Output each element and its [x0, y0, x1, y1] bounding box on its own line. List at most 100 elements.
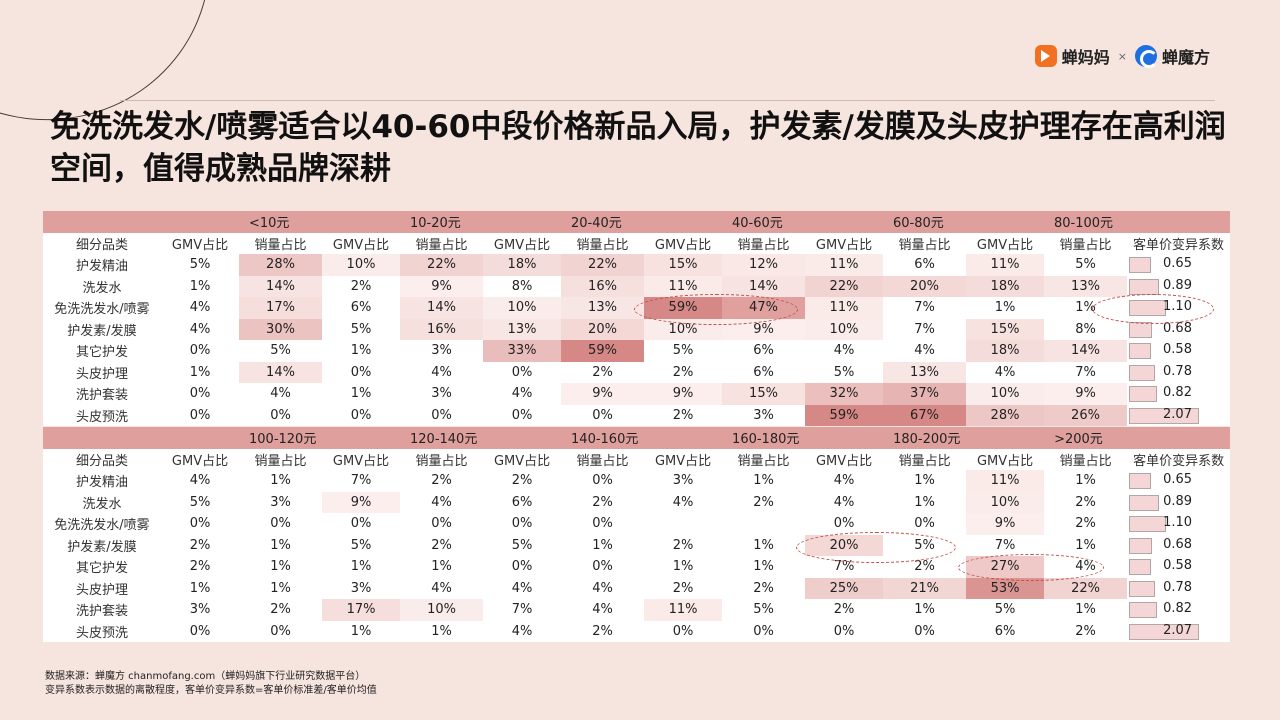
sales-share-cell: 14% [400, 297, 483, 319]
sales-share-cell: 1% [239, 556, 323, 578]
cv-bar [1129, 473, 1152, 489]
price-range-label: 180-200元 [805, 427, 967, 449]
sales-share-cell: 2% [400, 534, 484, 556]
sales-share-cell: 22% [400, 254, 483, 276]
cv-bar [1129, 300, 1167, 316]
range-cv-cell [1127, 211, 1231, 233]
sales-share-header: 销量占比 [400, 448, 484, 470]
sales-share-cell: 20% [883, 275, 966, 297]
cv-bar [1129, 343, 1152, 359]
price-range-label: 20-40元 [483, 211, 644, 233]
sales-share-cell: 16% [400, 318, 483, 340]
gmv-share-cell: 0% [483, 361, 561, 383]
sales-share-cell: 26% [1044, 404, 1128, 426]
gmv-share-cell: 1% [322, 340, 400, 362]
sales-share-cell: 3% [400, 340, 483, 362]
cv-cell: 2.07 [1127, 404, 1231, 426]
table-row: 洗发水 1% 14% 2% 9% 8% 16% 11% 14% 22% 20% 18% 13% 0.89 [43, 275, 1231, 297]
sales-share-header: 销量占比 [561, 448, 645, 470]
gmv-share-cell: 3% [644, 470, 723, 492]
category-name: 其它护发 [43, 556, 161, 578]
gmv-share-cell: 1% [322, 556, 401, 578]
cv-bar [1129, 364, 1156, 381]
sales-share-cell: 47% [722, 297, 805, 319]
gmv-share-header: GMV占比 [644, 232, 722, 254]
gmv-share-cell: 4% [161, 318, 239, 340]
sales-share-cell: 2% [239, 599, 323, 621]
gmv-share-header: GMV占比 [966, 232, 1044, 254]
sales-share-cell: 1% [883, 470, 967, 492]
gmv-share-cell: 4% [483, 577, 562, 599]
table-row: 护发素/发膜 2% 1% 5% 2% 5% 1% 2% 1% 20% 5% 7% 1% 0.68 [43, 534, 1231, 556]
sales-share-cell [722, 513, 806, 535]
table-row: 头皮预洗 0% 0% 1% 1% 4% 2% 0% 0% 0% 0% 6% 2% 2.07 [43, 620, 1231, 642]
gmv-share-header: GMV占比 [322, 448, 401, 470]
sales-share-cell: 1% [1044, 297, 1128, 319]
sales-share-cell: 14% [239, 361, 322, 383]
gmv-share-cell: 0% [322, 404, 400, 426]
gmv-share-cell: 3% [161, 599, 239, 621]
sales-share-cell: 22% [1044, 577, 1128, 599]
cv-bar [1129, 386, 1157, 402]
sales-share-cell: 12% [722, 254, 805, 276]
footer-cv-note: 变异系数表示数据的离散程度，客单价变异系数=客单价标准差/客单价均值 [45, 685, 377, 696]
gmv-share-header: GMV占比 [483, 448, 562, 470]
gmv-share-cell: 5% [161, 491, 239, 513]
sales-share-cell: 0% [722, 620, 806, 642]
gmv-share-cell: 10% [483, 297, 561, 319]
sales-share-header: 销量占比 [561, 232, 644, 254]
sales-share-cell: 1% [400, 620, 484, 642]
cv-header: 客单价变异系数 [1127, 448, 1231, 470]
gmv-share-cell: 10% [966, 491, 1045, 513]
sales-share-cell: 3% [239, 491, 323, 513]
sales-share-cell: 6% [722, 361, 805, 383]
cv-cell: 0.65 [1127, 254, 1231, 276]
price-range-label: 10-20元 [322, 211, 483, 233]
cv-value: 0.82 [1163, 385, 1192, 400]
sales-share-cell: 2% [561, 361, 644, 383]
sales-share-cell: 0% [883, 513, 967, 535]
price-range-label: 40-60元 [644, 211, 805, 233]
cv-value: 0.68 [1163, 320, 1192, 336]
sales-share-cell: 2% [722, 491, 806, 513]
cv-value: 0.78 [1163, 579, 1193, 595]
gmv-share-cell: 2% [644, 534, 723, 556]
cv-bar [1129, 321, 1152, 338]
gmv-share-header: GMV占比 [966, 448, 1045, 470]
gmv-share-cell: 5% [805, 361, 883, 383]
cv-cell: 0.78 [1127, 361, 1231, 383]
table-row: 其它护发 0% 5% 1% 3% 33% 59% 5% 6% 4% 4% 18% 14% 0.58 [43, 340, 1231, 362]
sales-share-cell: 9% [722, 318, 805, 340]
sales-share-cell: 2% [400, 470, 484, 492]
gmv-share-cell: 10% [966, 383, 1044, 405]
sales-share-cell: 1% [239, 577, 323, 599]
gmv-share-cell: 4% [483, 383, 561, 405]
cv-value: 0.89 [1163, 493, 1193, 509]
category-name: 护发精油 [43, 254, 161, 276]
sales-share-cell: 1% [883, 599, 967, 621]
gmv-share-cell: 4% [805, 340, 883, 362]
gmv-share-cell: 32% [805, 383, 883, 405]
cv-value: 1.10 [1163, 299, 1192, 314]
sales-share-cell: 3% [400, 383, 483, 405]
gmv-share-cell: 27% [966, 556, 1045, 578]
column-header-row: 细分品类 GMV占比 销量占比 GMV占比 销量占比 GMV占比 销量占比 GMV占比 销量占比… [43, 232, 1231, 254]
gmv-share-cell: 18% [483, 254, 561, 276]
sales-share-cell: 4% [400, 577, 484, 599]
gmv-share-cell: 6% [483, 491, 562, 513]
sales-share-header: 销量占比 [883, 232, 966, 254]
table-row: 头皮护理 1% 14% 0% 4% 0% 2% 2% 6% 5% 13% 4% 7% 0.78 [43, 361, 1231, 383]
cv-bar [1129, 407, 1200, 424]
cv-cell: 0.89 [1127, 275, 1231, 297]
category-name: 洗护套装 [43, 599, 161, 621]
gmv-share-cell: 11% [805, 254, 883, 276]
sales-share-cell: 67% [883, 404, 966, 426]
gmv-share-cell: 4% [805, 470, 884, 492]
table-row: 洗护套装 3% 2% 17% 10% 7% 4% 11% 5% 2% 1% 5% 1% 0.82 [43, 599, 1231, 621]
gmv-share-cell: 17% [322, 599, 401, 621]
footer-notes: 数据来源：蝉魔方 chanmofang.com（蝉妈妈旗下行业研究数据平台） 变… [45, 670, 377, 698]
table-row: 护发精油 4% 1% 7% 2% 2% 0% 3% 1% 4% 1% 11% 1% 0.65 [43, 470, 1231, 492]
sales-share-header: 销量占比 [400, 232, 483, 254]
sales-share-cell: 30% [239, 318, 322, 340]
gmv-share-cell: 6% [966, 620, 1045, 642]
